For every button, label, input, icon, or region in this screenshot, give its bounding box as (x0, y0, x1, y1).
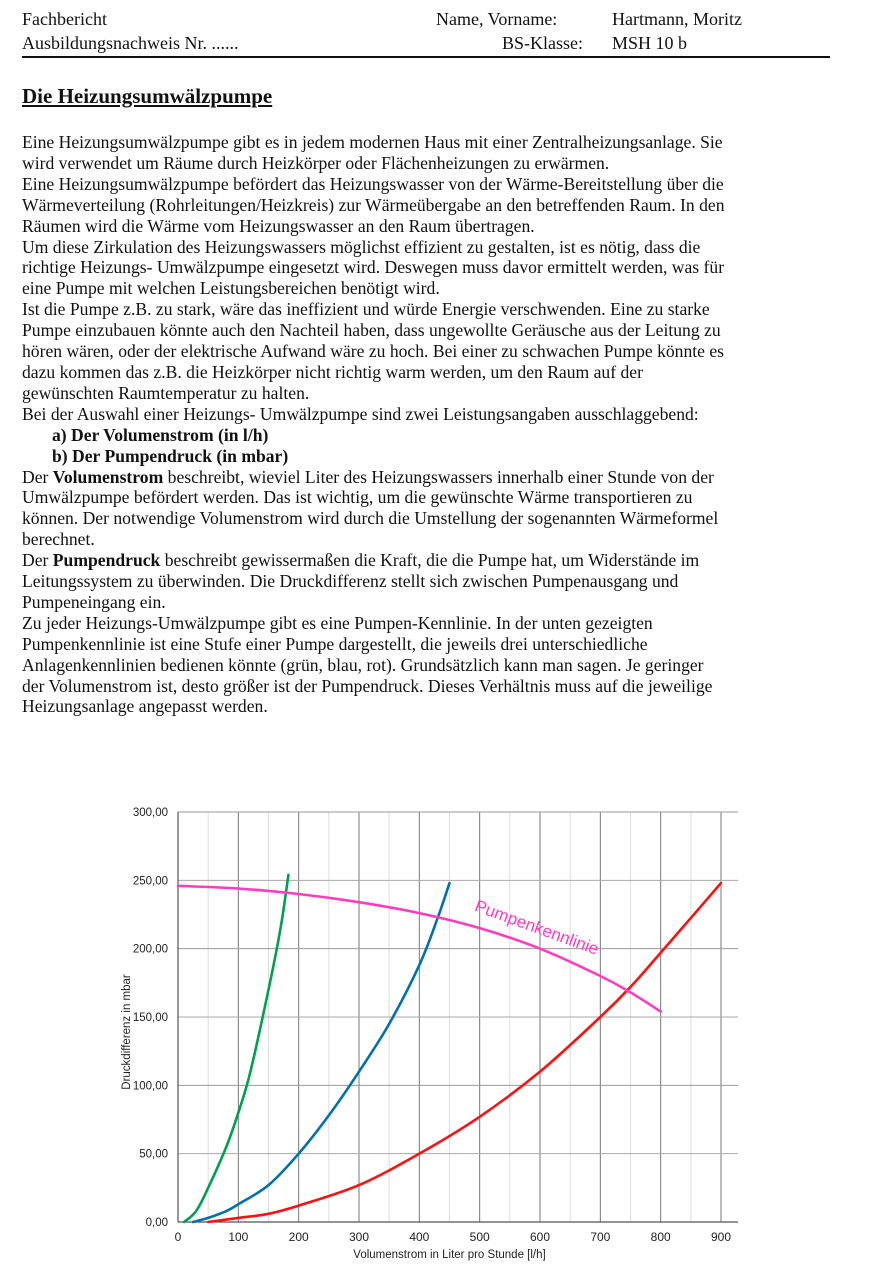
text-segment: Räumen wird die Wärme vom Heizungswasser… (22, 215, 535, 236)
text-line: gewünschten Raumtemperatur zu halten. (22, 383, 852, 404)
header-divider (22, 56, 830, 58)
text-line: wird verwendet um Räume durch Heizkörper… (22, 153, 852, 174)
text-segment: Bei der Auswahl einer Heizungs- Umwälzpu… (22, 403, 699, 424)
x-tick-label: 600 (530, 1230, 550, 1244)
text-segment: Heizungsanlage angepasst werden. (22, 696, 268, 717)
pump-curve (176, 884, 662, 1013)
x-tick-label: 800 (651, 1230, 671, 1244)
text-line: Eine Heizungsumwälzpumpe gibt es in jede… (22, 132, 852, 153)
text-line: Umwälzpumpe befördert werden. Das ist wi… (22, 487, 852, 508)
y-axis-label: Druckdifferenz in mbar (121, 974, 133, 1090)
system-curve-green (182, 873, 290, 1224)
text-segment: wird verwendet um Räume durch Heizkörper… (22, 152, 610, 173)
header-class-value: MSH 10 b (612, 33, 688, 53)
y-tick-label: 150,00 (133, 1012, 168, 1024)
pump-curve-annotation: Pumpenkennlinie (472, 896, 601, 958)
text-line: Ist die Pumpe z.B. zu stark, wäre das in… (22, 299, 852, 320)
text-segment: Eine Heizungsumwälzpumpe befördert das H… (22, 173, 724, 194)
text-segment: Ist die Pumpe z.B. zu stark, wäre das in… (22, 299, 710, 320)
text-line: Der Pumpendruck beschreibt gewissermaßen… (22, 550, 852, 571)
text-segment: können. Der notwendige Volumenstrom wird… (22, 508, 719, 529)
text-line: a) Der Volumenstrom (in l/h) (22, 425, 852, 446)
text-segment: Leitungssystem zu überwinden. Die Druckd… (22, 571, 679, 592)
bold-text: Pumpendruck (52, 550, 161, 571)
text-segment: beschreibt, wieviel Liter des Heizungswa… (163, 466, 714, 487)
y-tick-label: 0,00 (146, 1217, 168, 1229)
text-line: hören wären, oder der elektrische Aufwan… (22, 341, 852, 362)
y-tick-label: 300,00 (133, 807, 168, 819)
text-segment: Der (22, 550, 53, 571)
header-name-label: Name, Vorname: (436, 9, 558, 29)
text-segment: Wärmeverteilung (Rohrleitungen/Heizkreis… (22, 194, 725, 215)
x-tick-label: 400 (409, 1230, 429, 1244)
system-curve-red (206, 881, 723, 1224)
text-segment: der Volumenstrom ist, desto größer ist d… (22, 675, 713, 696)
text-line: Pumpeneingang ein. (22, 592, 852, 613)
text-segment: Eine Heizungsumwälzpumpe gibt es in jede… (22, 132, 723, 152)
text-line: berechnet. (22, 529, 852, 550)
text-segment: Anlagenkennlinien bedienen könnte (grün,… (22, 654, 704, 675)
x-tick-label: 100 (228, 1230, 248, 1244)
text-line: Wärmeverteilung (Rohrleitungen/Heizkreis… (22, 195, 852, 216)
page-title: Die Heizungsumwälzpumpe (22, 84, 273, 108)
text-line: Anlagenkennlinien bedienen könnte (grün,… (22, 655, 852, 676)
text-segment: dazu kommen das z.B. die Heizkörper nich… (22, 361, 643, 382)
x-tick-label: 900 (711, 1230, 731, 1244)
bold-text: Volumenstrom (52, 466, 164, 487)
pump-curve-chart: 0 100 200 300 400 500 600 700 800 900 0,00 50,00 100… (121, 807, 738, 1261)
header-name-value: Hartmann, Moritz (612, 9, 742, 29)
text-segment: Zu jeder Heizungs-Umwälzpumpe gibt es ei… (22, 612, 653, 633)
text-segment: eine Pumpe mit welchen Leistungsbereiche… (22, 278, 440, 299)
x-tick-label: 700 (590, 1230, 610, 1244)
text-segment: Der (22, 466, 53, 487)
y-tick-label: 100,00 (133, 1080, 168, 1092)
bold-text: a) Der Volumenstrom (in l/h) (52, 424, 269, 445)
text-segment: Umwälzpumpe befördert werden. Das ist wi… (22, 487, 693, 508)
text-line: Bei der Auswahl einer Heizungs- Umwälzpu… (22, 404, 852, 425)
body-text: Eine Heizungsumwälzpumpe gibt es in jede… (22, 132, 852, 717)
y-tick-label: 250,00 (133, 875, 168, 887)
x-tick-label: 200 (289, 1230, 309, 1244)
text-segment: Um diese Zirkulation des Heizungswassers… (22, 236, 701, 257)
text-segment: Pumpeneingang ein. (22, 591, 166, 612)
text-line: richtige Heizungs- Umwälzpumpe eingesetz… (22, 257, 852, 278)
text-line: Eine Heizungsumwälzpumpe befördert das H… (22, 174, 852, 195)
text-line: der Volumenstrom ist, desto größer ist d… (22, 676, 852, 697)
text-segment: gewünschten Raumtemperatur zu halten. (22, 382, 310, 403)
system-curve-blue (191, 881, 451, 1224)
y-tick-label: 50,00 (139, 1149, 168, 1161)
text-segment: berechnet. (22, 529, 95, 550)
x-axis-label: Volumenstrom in Liter pro Stunde [l/h] (353, 1249, 545, 1261)
text-line: Pumpe einzubauen könnte auch den Nachtei… (22, 320, 852, 341)
header-doc-type: Fachbericht (22, 9, 107, 29)
header-record-number: Ausbildungsnachweis Nr. ...... (22, 33, 239, 53)
text-line: Leitungssystem zu überwinden. Die Druckd… (22, 571, 852, 592)
text-line: Pumpenkennlinie ist eine Stufe einer Pum… (22, 634, 852, 655)
text-line: Der Volumenstrom beschreibt, wieviel Lit… (22, 467, 852, 488)
text-line: Räumen wird die Wärme vom Heizungswasser… (22, 216, 852, 237)
text-line: eine Pumpe mit welchen Leistungsbereiche… (22, 278, 852, 299)
header-class-label: BS-Klasse: (502, 33, 583, 53)
text-segment: Pumpenkennlinie ist eine Stufe einer Pum… (22, 633, 648, 654)
y-tick-label: 200,00 (133, 944, 168, 956)
x-tick-label: 500 (470, 1230, 490, 1244)
text-line: dazu kommen das z.B. die Heizkörper nich… (22, 362, 852, 383)
text-line: b) Der Pumpendruck (in mbar) (22, 446, 852, 467)
text-line: können. Der notwendige Volumenstrom wird… (22, 508, 852, 529)
text-segment: Pumpe einzubauen könnte auch den Nachtei… (22, 320, 721, 341)
text-segment: richtige Heizungs- Umwälzpumpe eingesetz… (22, 257, 725, 278)
text-segment: beschreibt gewissermaßen die Kraft, die … (160, 550, 700, 571)
x-tick-label: 300 (349, 1230, 369, 1244)
text-line: Heizungsanlage angepasst werden. (22, 696, 852, 717)
text-segment: hören wären, oder der elektrische Aufwan… (22, 341, 725, 362)
x-tick-label: 0 (175, 1230, 182, 1244)
text-line: Zu jeder Heizungs-Umwälzpumpe gibt es ei… (22, 613, 852, 634)
text-line: Um diese Zirkulation des Heizungswassers… (22, 237, 852, 258)
bold-text: b) Der Pumpendruck (in mbar) (52, 445, 289, 466)
